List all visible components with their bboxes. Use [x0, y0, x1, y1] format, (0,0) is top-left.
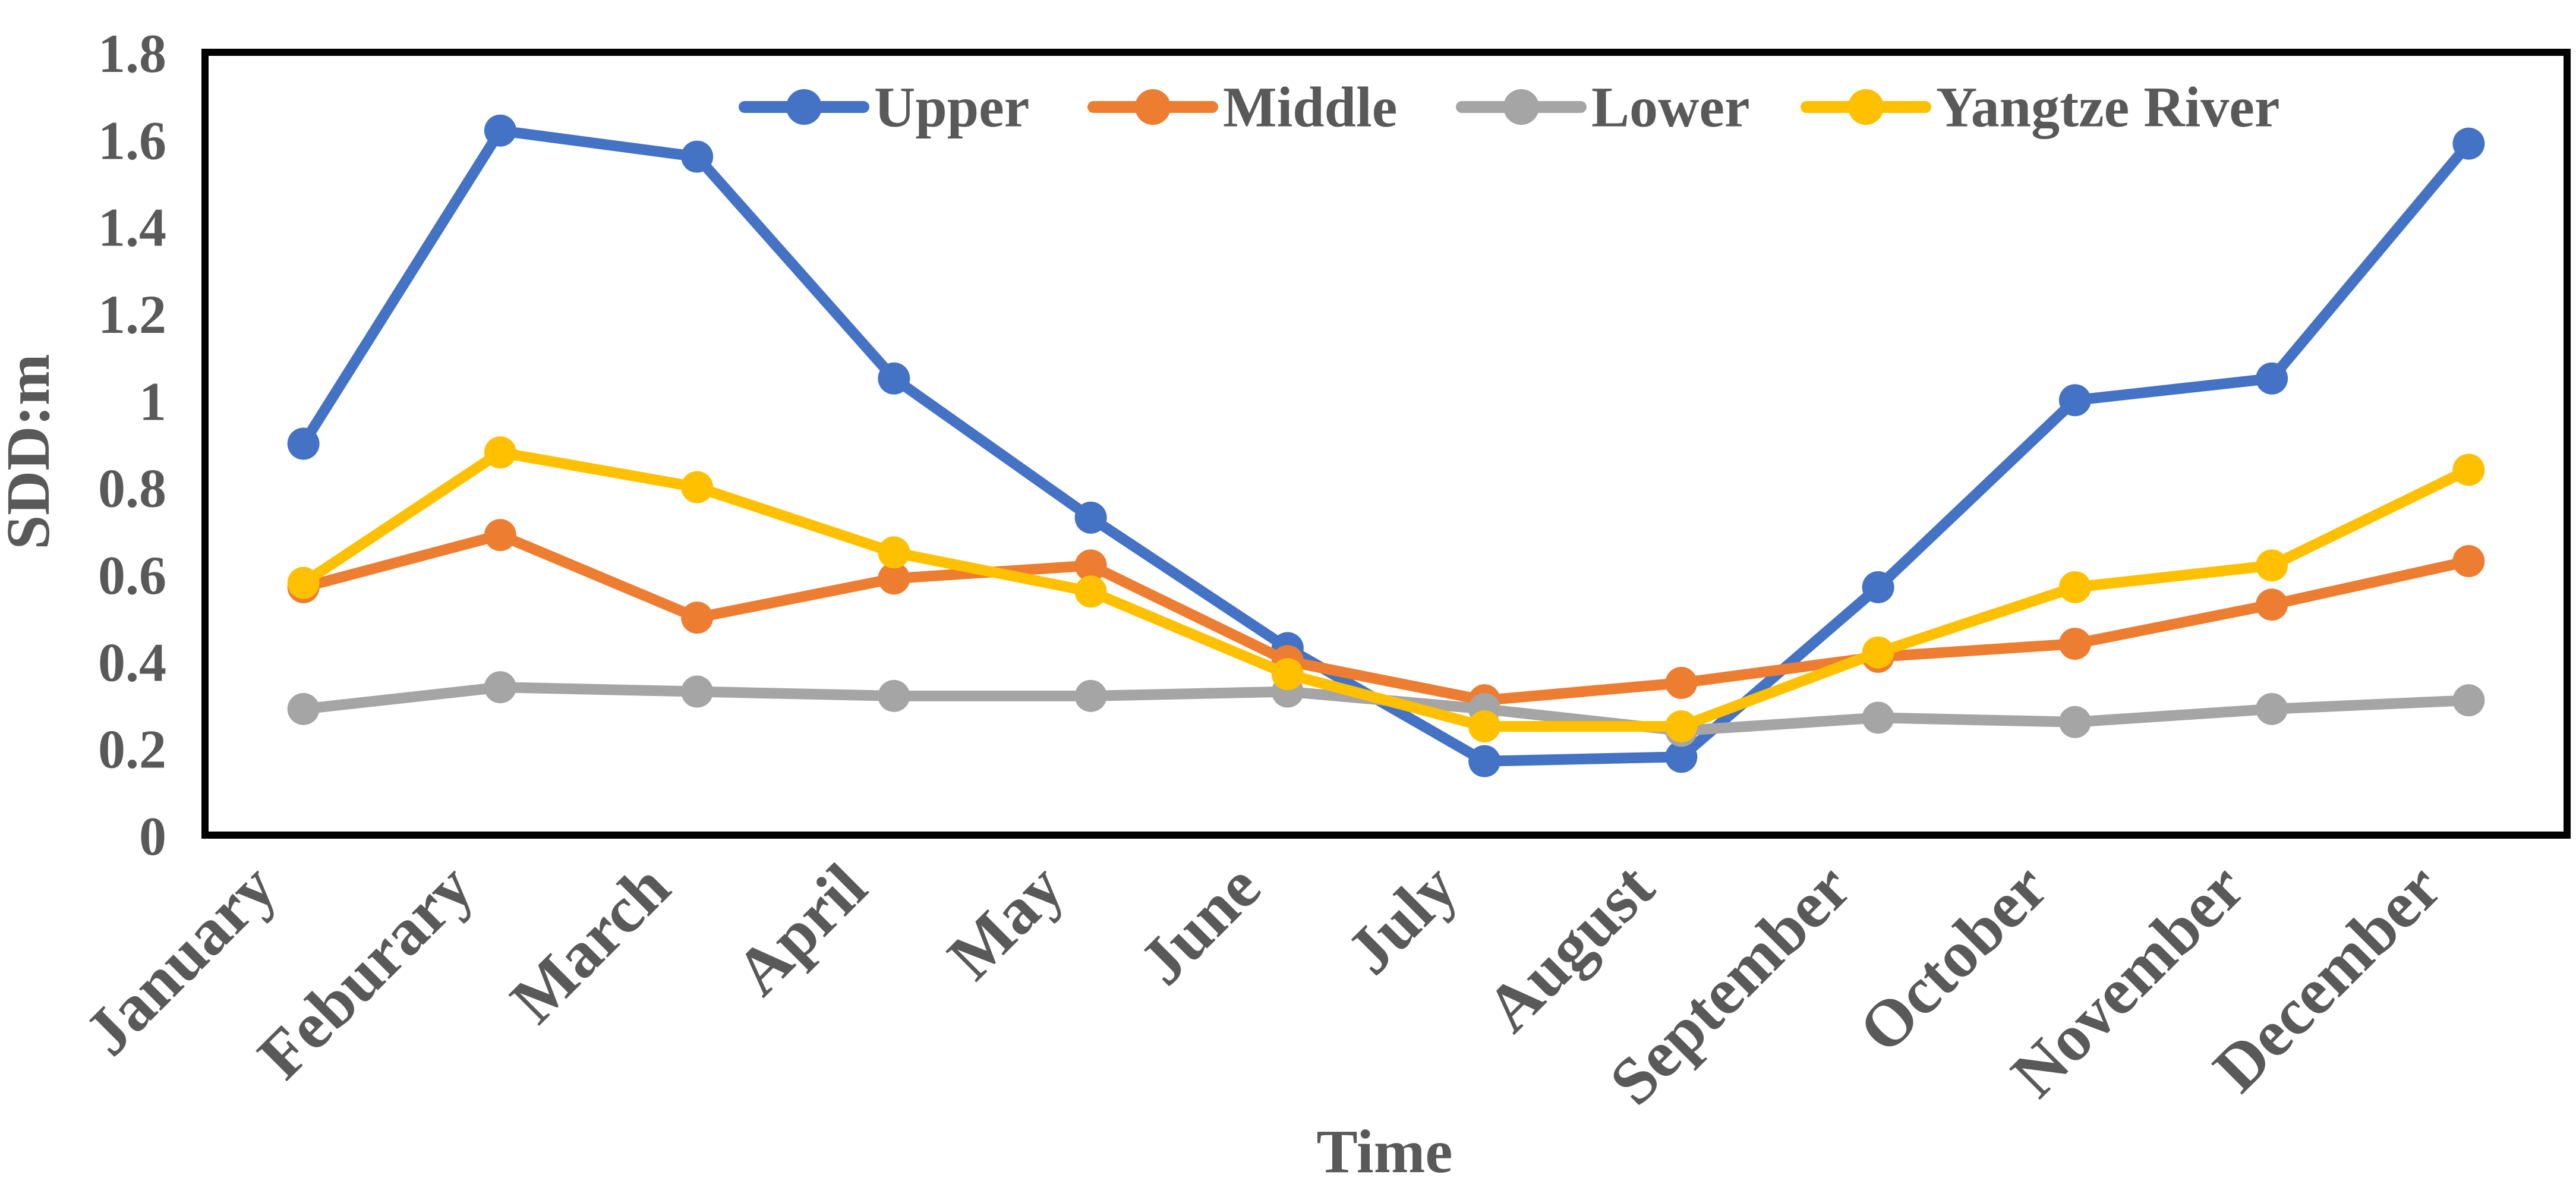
legend-item-upper: Upper: [739, 75, 1029, 139]
x-tick-label-april: April: [721, 850, 881, 1009]
legend-item-middle: Middle: [1087, 75, 1397, 139]
data-point-lower-feburary: [484, 671, 516, 704]
data-point-middle-august: [1665, 666, 1698, 699]
data-point-yangtze-river-january: [287, 566, 320, 599]
data-point-lower-april: [878, 679, 910, 712]
legend-label-lower: Lower: [1591, 75, 1750, 139]
x-axis-title: Time: [1316, 1117, 1452, 1186]
data-point-upper-april: [878, 362, 910, 395]
data-point-middle-november: [2256, 588, 2288, 621]
data-point-yangtze-river-november: [2256, 549, 2288, 582]
data-point-yangtze-river-may: [1074, 575, 1107, 608]
x-tick-label-july: July: [1333, 850, 1471, 988]
plot-border: [201, 49, 2571, 839]
y-tick-label-0: 0: [139, 806, 166, 867]
x-tick-label-feburary: Feburary: [244, 850, 487, 1093]
data-point-yangtze-river-august: [1665, 710, 1698, 743]
y-tick-label-0-6: 0.6: [98, 545, 166, 606]
data-point-middle-may: [1074, 549, 1107, 582]
data-point-yangtze-river-feburary: [484, 436, 516, 469]
data-point-lower-march: [681, 675, 714, 708]
data-point-yangtze-river-march: [681, 471, 714, 503]
plot-border-layer: [201, 49, 2571, 839]
legend-label-upper: Upper: [874, 75, 1029, 139]
legend-marker-dot-upper: [786, 89, 822, 125]
data-point-yangtze-river-april: [878, 536, 910, 569]
data-point-upper-december: [2452, 127, 2485, 160]
y-tick-label-1-2: 1.2: [98, 284, 166, 345]
legend-label-middle: Middle: [1223, 75, 1397, 139]
y-tick-label-0-4: 0.4: [98, 632, 166, 692]
data-point-middle-march: [681, 602, 714, 634]
data-point-upper-feburary: [484, 114, 516, 147]
data-point-yangtze-river-june: [1271, 658, 1304, 691]
x-tick-label-june: June: [1125, 850, 1275, 999]
data-point-upper-march: [681, 140, 714, 173]
data-point-upper-november: [2256, 362, 2288, 395]
series-line-upper: [298, 125, 2474, 767]
series-line-middle: [298, 530, 2474, 706]
y-axis-title: SDD:m: [0, 354, 62, 549]
data-point-lower-may: [1074, 679, 1107, 712]
data-point-upper-august: [1665, 741, 1698, 773]
data-point-lower-september: [1862, 701, 1894, 734]
legend-marker-dot-yangtze-river: [1848, 89, 1884, 125]
legend-item-lower: Lower: [1456, 75, 1750, 139]
legend-marker-dot-middle: [1135, 89, 1171, 125]
data-point-upper-january: [287, 427, 320, 460]
data-point-middle-december: [2452, 545, 2485, 578]
data-point-lower-october: [2058, 706, 2091, 738]
x-tick-label-march: March: [497, 850, 684, 1037]
data-point-lower-december: [2452, 684, 2485, 717]
data-point-middle-feburary: [484, 519, 516, 552]
legend-item-yangtze-river: Yangtze River: [1801, 75, 2279, 139]
series-layer: [287, 114, 2485, 777]
legend-label-yangtze-river: Yangtze River: [1936, 75, 2279, 139]
y-tick-label-1: 1: [139, 371, 166, 432]
data-point-yangtze-river-october: [2058, 571, 2091, 603]
data-point-upper-july: [1468, 745, 1501, 777]
y-tick-label-1-8: 1.8: [98, 23, 166, 84]
y-tick-label-1-4: 1.4: [98, 197, 166, 258]
data-point-upper-september: [1862, 571, 1894, 603]
y-tick-label-0-2: 0.2: [98, 719, 166, 780]
data-point-lower-january: [287, 692, 320, 725]
legend: Upper Middle Lower Yangtze River: [739, 75, 2279, 139]
data-point-upper-may: [1074, 501, 1107, 534]
y-tick-label-1-6: 1.6: [98, 110, 166, 171]
data-point-middle-october: [2058, 628, 2091, 660]
x-tick-label-may: May: [934, 850, 1078, 994]
y-axis-tick-labels: 0 0.2 0.4 0.6 0.8 1 1.2 1.4 1.6 1.8: [98, 23, 166, 867]
data-point-yangtze-river-december: [2452, 454, 2485, 486]
data-point-yangtze-river-july: [1468, 710, 1501, 743]
data-point-yangtze-river-september: [1862, 636, 1894, 669]
legend-marker-dot-lower: [1503, 89, 1539, 125]
data-point-upper-october: [2058, 384, 2091, 417]
y-tick-label-0-8: 0.8: [98, 458, 166, 519]
x-tick-label-august: August: [1472, 850, 1668, 1046]
data-point-middle-april: [878, 562, 910, 595]
series-line-yangtze-river: [298, 447, 2474, 732]
data-point-lower-november: [2256, 692, 2288, 725]
